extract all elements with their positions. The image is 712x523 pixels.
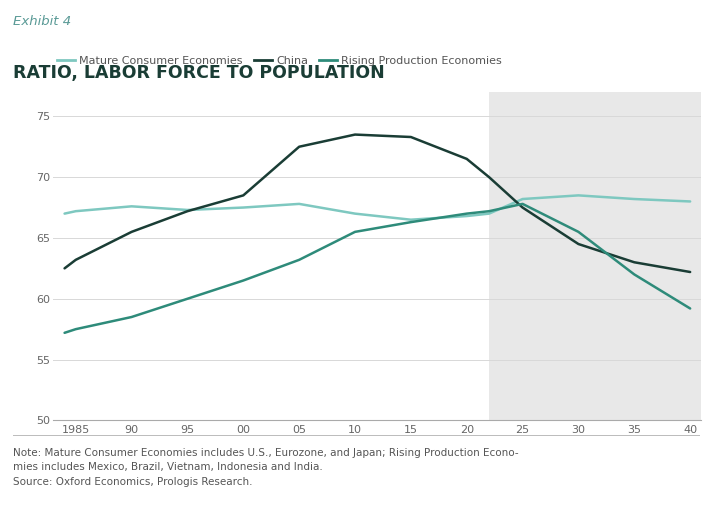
- Legend: Mature Consumer Economies, China, Rising Production Economies: Mature Consumer Economies, China, Rising…: [53, 52, 506, 71]
- Text: RATIO, LABOR FORCE TO POPULATION: RATIO, LABOR FORCE TO POPULATION: [13, 64, 384, 82]
- Text: Note: Mature Consumer Economies includes U.S., Eurozone, and Japan; Rising Produ: Note: Mature Consumer Economies includes…: [13, 448, 518, 487]
- Text: Exhibit 4: Exhibit 4: [13, 15, 71, 28]
- Bar: [489, 92, 701, 420]
